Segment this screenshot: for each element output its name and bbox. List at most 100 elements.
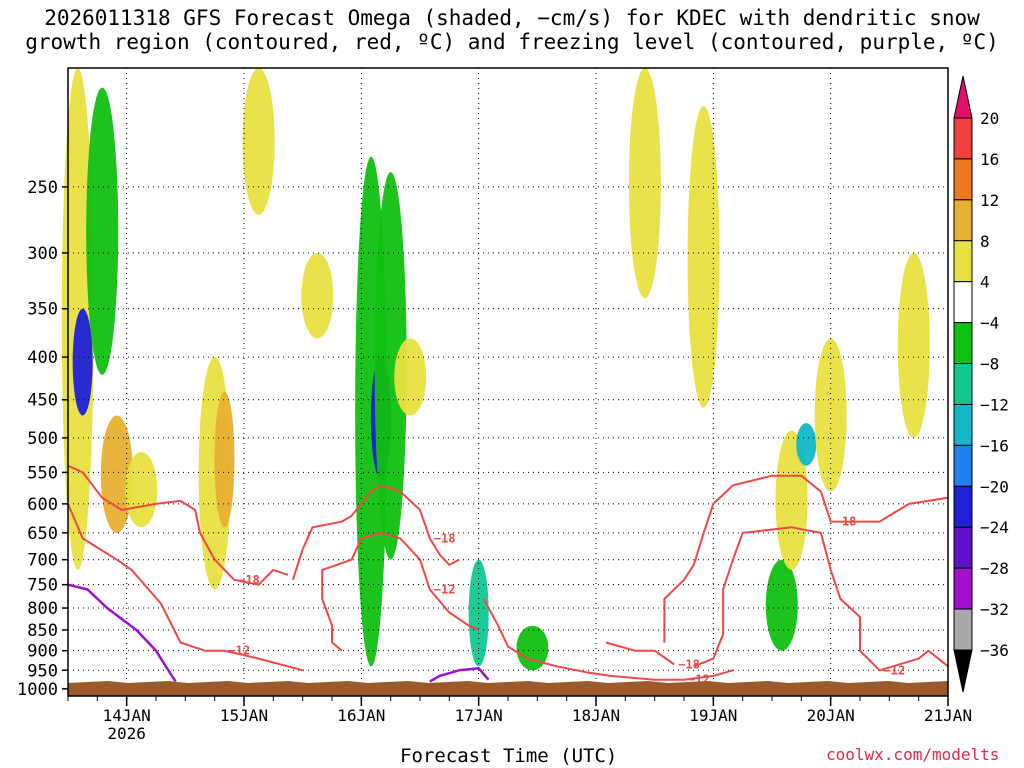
omega-region-1 (72, 308, 93, 416)
x-tick-label-14JAN: 14JAN (103, 706, 151, 725)
omega-region-20 (814, 338, 847, 492)
colorbar-box-6 (953, 322, 973, 365)
y-tick-label-350: 350 (27, 300, 58, 320)
colorbar-label-11: −28 (980, 559, 1009, 578)
colorbar-label-8: −16 (980, 436, 1009, 455)
y-tick-label-450: 450 (27, 391, 58, 411)
colorbar-label-6: −8 (980, 355, 999, 374)
freezing-contour-1 (429, 667, 490, 683)
y-tick-label-950: 950 (27, 661, 58, 681)
y-tick-label-750: 750 (27, 576, 58, 596)
colorbar-label-3: 8 (980, 232, 990, 251)
x-tick-label-17JAN: 17JAN (455, 706, 503, 725)
omega-region-15 (628, 68, 661, 299)
colorbar-label-0: 20 (980, 109, 999, 128)
credit-link[interactable]: coolwx.com/modelts (826, 745, 1000, 764)
omega-region-8 (301, 252, 334, 339)
colorbar-label-2: 12 (980, 191, 999, 210)
y-tick-label-650: 650 (27, 524, 58, 544)
x-axis: 14JAN 15JAN 16JAN 17JAN 18JAN 19JAN 20JAN 21JAN… (67, 696, 972, 743)
x-tick-label-18JAN: 18JAN (572, 706, 620, 725)
colorbar-label-1: 16 (980, 150, 999, 169)
dgz-contour-3 (321, 531, 480, 652)
dgz-contours: −18−12−18−12−12−18−18−12 (67, 464, 949, 687)
colorbar-box-4 (953, 240, 973, 283)
colorbar-box-11 (953, 526, 973, 569)
freezing-contours (67, 583, 490, 683)
x-axis-label: Forecast Time (UTC) (400, 745, 618, 767)
y-axis: 2503003504004505005506006507007508008509… (17, 178, 68, 700)
chart-title: 2026011318 GFS Forecast Omega (shaded, −… (0, 6, 1024, 54)
colorbar-top-triangle (953, 75, 973, 119)
dgz-contour-label-6: −18 (835, 515, 857, 529)
dgz-contour-1 (67, 503, 303, 672)
y-tick-label-1000: 1000 (17, 680, 58, 700)
y-tick-label-800: 800 (27, 599, 58, 619)
colorbar-label-9: −20 (980, 477, 1009, 496)
colorbar-bottom-triangle (953, 649, 973, 693)
dgz-contour-label-5: −18 (678, 657, 700, 671)
x-year-label: 2026 (107, 724, 146, 743)
x-tick-label-21JAN: 21JAN (924, 706, 972, 725)
dgz-contour-2 (291, 484, 460, 581)
colorbar-label-10: −24 (980, 518, 1009, 537)
terrain-surface (68, 680, 948, 696)
y-tick-label-850: 850 (27, 621, 58, 641)
omega-region-12 (394, 338, 427, 416)
y-tick-label-600: 600 (27, 495, 58, 515)
colorbar: 20 16 12 8 4 −4 −8 −12 −16 −20 −24 −28 −32 −36 (953, 75, 1009, 693)
y-tick-label-900: 900 (27, 642, 58, 662)
colorbar-label-5: −4 (980, 314, 999, 333)
colorbar-box-13 (953, 608, 973, 651)
y-tick-label-700: 700 (27, 551, 58, 571)
y-tick-label-400: 400 (27, 348, 58, 368)
omega-region-6 (214, 391, 235, 528)
colorbar-box-2 (953, 158, 973, 201)
omega-region-17 (765, 559, 798, 651)
colorbar-box-9 (953, 444, 973, 487)
colorbar-box-12 (953, 567, 973, 610)
colorbar-box-7 (953, 363, 973, 405)
dgz-contour-label-0: −18 (238, 573, 260, 587)
dgz-contour-4 (482, 598, 734, 681)
omega-region-2 (86, 87, 119, 375)
y-tick-label-250: 250 (27, 178, 58, 198)
colorbar-box-3 (953, 199, 973, 242)
colorbar-label-12: −32 (980, 600, 1009, 619)
plot-area (68, 68, 948, 696)
x-tick-label-15JAN: 15JAN (220, 706, 268, 725)
dgz-contour-label-7: −12 (884, 663, 906, 677)
colorbar-box-1 (953, 117, 973, 160)
title-line-2: growth region (contoured, red, ºC) and f… (25, 30, 999, 54)
title-line-1: 2026011318 GFS Forecast Omega (shaded, −… (44, 6, 980, 30)
omega-region-14 (516, 625, 549, 671)
omega-region-16 (687, 106, 720, 408)
freezing-contour-0 (67, 583, 177, 683)
dgz-contour-0 (67, 464, 289, 586)
colorbar-box-10 (953, 485, 973, 528)
omega-region-4 (125, 452, 158, 528)
y-tick-label-550: 550 (27, 463, 58, 483)
x-tick-label-19JAN: 19JAN (689, 706, 737, 725)
colorbar-label-13: −36 (980, 641, 1009, 660)
dgz-contour-label-3: −12 (434, 582, 456, 596)
dgz-contour-label-2: −18 (434, 531, 456, 545)
dgz-contour-7 (693, 526, 949, 672)
dgz-contour-6 (663, 474, 949, 643)
omega-region-19 (796, 423, 817, 466)
omega-region-7 (242, 68, 275, 215)
colorbar-label-7: −12 (980, 395, 1009, 414)
omega-region-11 (374, 172, 407, 560)
y-tick-label-500: 500 (27, 429, 58, 449)
x-tick-label-16JAN: 16JAN (337, 706, 385, 725)
colorbar-box-5 (953, 281, 973, 324)
dgz-contour-5 (605, 641, 675, 666)
colorbar-box-8 (953, 403, 973, 446)
colorbar-label-4: 4 (980, 273, 990, 292)
omega-region-21 (897, 252, 930, 438)
dgz-contour-label-1: −12 (228, 644, 250, 658)
omega-region-18 (775, 430, 808, 570)
x-tick-label-20JAN: 20JAN (807, 706, 855, 725)
y-tick-label-300: 300 (27, 244, 58, 264)
